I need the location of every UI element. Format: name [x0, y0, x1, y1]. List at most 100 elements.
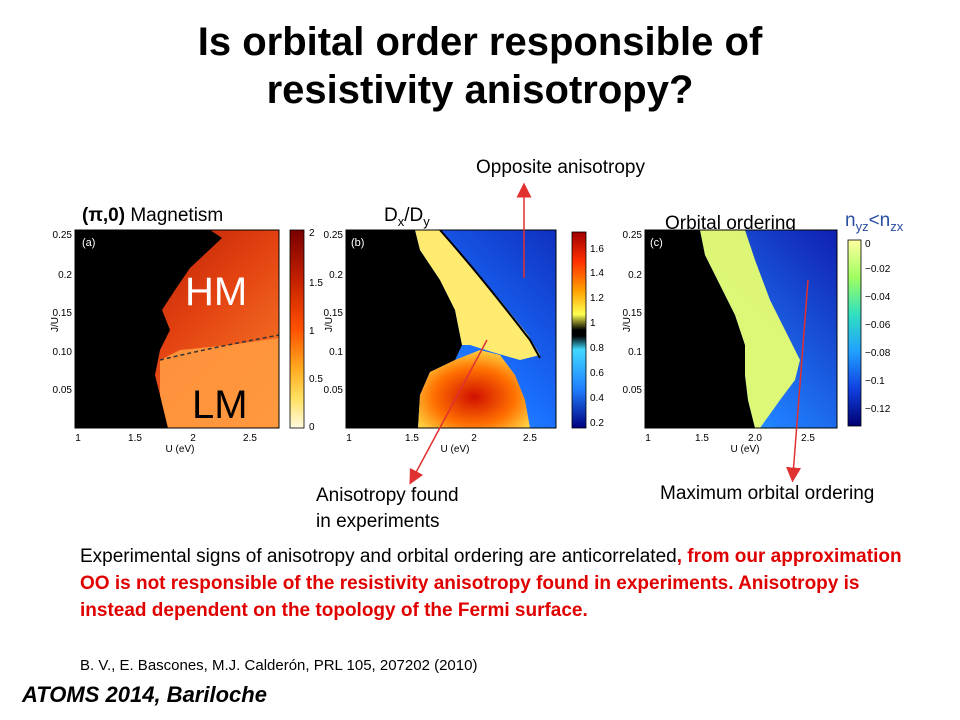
- annotation-opposite-anisotropy: Opposite anisotropy: [476, 157, 645, 178]
- panel-b-cbar-tick: 1.4: [590, 268, 604, 279]
- panel-c-header: Orbital ordering: [665, 213, 796, 234]
- panel-a-header-rest: Magnetism: [125, 205, 224, 226]
- panel-b-tag: (b): [351, 237, 364, 249]
- annotation-anisotropy-found: Anisotropy found in experiments: [316, 483, 459, 535]
- panel-b-xtick: 2.5: [523, 433, 537, 444]
- panel-b-header-d2: /D: [404, 205, 424, 226]
- panel-a-xtick: 2.5: [243, 433, 257, 444]
- panel-b-cbar-tick: 1: [590, 318, 596, 329]
- panel-c-frame: [644, 229, 838, 429]
- panel-a-black-region: [75, 230, 222, 428]
- slide-title: Is orbital order responsible of resistiv…: [0, 18, 960, 114]
- panel-b-xlabel: U (eV): [441, 444, 470, 455]
- panel-c-xtick: 2.5: [801, 433, 815, 444]
- panel-b-xtick: 1: [346, 433, 352, 444]
- reference-citation: B. V., E. Bascones, M.J. Calderón, PRL 1…: [80, 657, 478, 674]
- panel-a-boundary-dashed: [159, 334, 280, 361]
- panel-a-ylabel: J/U: [50, 317, 61, 332]
- panel-b-hot-region: [418, 350, 530, 428]
- annotation-found-line-1: Anisotropy found: [316, 485, 459, 506]
- panel-b-cbar-tick: 0.2: [590, 418, 604, 429]
- ineq-n1: n: [845, 210, 856, 231]
- panel-b-header: Dx/Dy: [384, 205, 430, 229]
- panel-b-cbar-tick: 0.4: [590, 393, 604, 404]
- arrow-max-orbital-ordering: [786, 279, 809, 483]
- conclusion-black: Experimental signs of anisotropy and orb…: [80, 546, 677, 567]
- panel-b-boundary: [439, 229, 541, 359]
- panel-c-ytick: 0.25: [623, 230, 643, 241]
- panel-b-ytick: 0.2: [329, 270, 343, 281]
- panel-b-xtick: 1.5: [405, 433, 419, 444]
- panel-a-cbar-tick: 1.5: [309, 278, 323, 289]
- panel-a-xtick: 2: [190, 433, 196, 444]
- panel-b-cbar-tick: 1.2: [590, 293, 604, 304]
- title-line-2: resistivity anisotropy?: [266, 68, 694, 112]
- annotation-found-line-2: in experiments: [316, 511, 440, 532]
- panel-b-ytick: 0.1: [329, 347, 343, 358]
- ineq-sub2: zx: [890, 218, 904, 234]
- panel-c-cbar-tick: 0: [865, 239, 871, 250]
- panel-b-cbar-tick: 0.8: [590, 343, 604, 354]
- panel-c-ytick: 0.05: [623, 385, 643, 396]
- panel-a-lm-label: LM: [192, 383, 248, 427]
- panel-b-cbar-tick: 1.6: [590, 244, 604, 255]
- panel-c-inequality: nyz<nzx: [845, 210, 903, 234]
- panel-a-lm-region: [160, 338, 279, 428]
- panel-b-cbar-tick: 0.6: [590, 368, 604, 379]
- conclusion-red: , from our approximation OO is not respo…: [80, 546, 902, 621]
- footer-conference: ATOMS 2014, Bariloche: [22, 682, 267, 707]
- conclusion-text: Experimental signs of anisotropy and orb…: [80, 543, 910, 624]
- panel-a-colorbar: [289, 229, 305, 429]
- panel-a-cbar-tick: 0: [309, 422, 315, 433]
- panel-c-xtick: 2.0: [748, 433, 762, 444]
- panel-b-ytick: 0.25: [324, 230, 344, 241]
- panel-a-xtick: 1.5: [128, 433, 142, 444]
- ineq-op: <n: [868, 210, 891, 231]
- panel-c-ytick: 0.15: [623, 308, 643, 319]
- panel-c-xlabel: U (eV): [731, 444, 760, 455]
- panel-a-frame: [74, 229, 280, 429]
- panel-b-header-sub1: x: [397, 213, 405, 229]
- panel-c-cbar-tick: −0.1: [865, 376, 885, 387]
- panel-c-cbar-tick: −0.12: [865, 404, 891, 415]
- panel-b-ytick: 0.05: [324, 385, 344, 396]
- panel-a-xlabel: U (eV): [166, 444, 195, 455]
- panel-c-tag: (c): [650, 237, 663, 249]
- panel-c-ytick: 0.2: [628, 270, 642, 281]
- panel-a-ytick: 0.25: [53, 230, 73, 241]
- panel-b-plot: (b) 0.25 0.2 0.15 0.1 0.05 J/U 1 1.5 2 2…: [324, 229, 604, 455]
- annotation-max-orbital-ordering: Maximum orbital ordering: [660, 483, 875, 504]
- panel-c-cbar-tick: −0.04: [865, 292, 891, 303]
- panel-c-cbar-tick: −0.08: [865, 348, 891, 359]
- panel-c-cbar-tick: −0.02: [865, 264, 891, 275]
- panel-b-xtick: 2: [471, 433, 477, 444]
- panel-b-header-sub2: y: [423, 213, 430, 229]
- title-line-1: Is orbital order responsible of: [197, 20, 763, 64]
- panel-b-ytick: 0.15: [324, 308, 344, 319]
- panel-c-cbar-tick: −0.06: [865, 320, 891, 331]
- panel-b-frame: [345, 229, 557, 429]
- panel-a-plot: (a) HM LM 0.25 0.2 0.15 0.10 0.05 J/U 1 …: [50, 228, 323, 455]
- panel-c-plot: (c) 0.25 0.2 0.15 0.1 0.05 J/U 1 1.5 2.0…: [622, 229, 891, 455]
- panel-a-tag: (a): [82, 237, 95, 249]
- panel-b-header-d1: D: [384, 205, 398, 226]
- panel-a-header: (π,0) Magnetism: [82, 205, 223, 227]
- panel-c-yellow-region: [700, 230, 800, 428]
- panel-b-yellow-band: [415, 230, 540, 360]
- panel-a-cbar-tick: 2: [309, 228, 315, 239]
- panel-c-xtick: 1.5: [695, 433, 709, 444]
- panel-c-ytick: 0.1: [628, 347, 642, 358]
- arrow-anisotropy-found: [409, 339, 488, 485]
- panel-a-ytick: 0.05: [53, 385, 73, 396]
- panel-c-ylabel: J/U: [622, 317, 633, 332]
- ineq-sub1: yz: [855, 218, 869, 234]
- panel-c-colorbar: [847, 239, 862, 427]
- panel-b-colorbar: [571, 231, 587, 429]
- panel-b-black-region: [346, 230, 462, 428]
- panel-a-ytick: 0.2: [58, 270, 72, 281]
- panel-a-ytick: 0.15: [53, 308, 73, 319]
- panel-a-xtick: 1: [75, 433, 81, 444]
- panel-a-cbar-tick: 0.5: [309, 374, 323, 385]
- panel-a-cbar-tick: 1: [309, 326, 315, 337]
